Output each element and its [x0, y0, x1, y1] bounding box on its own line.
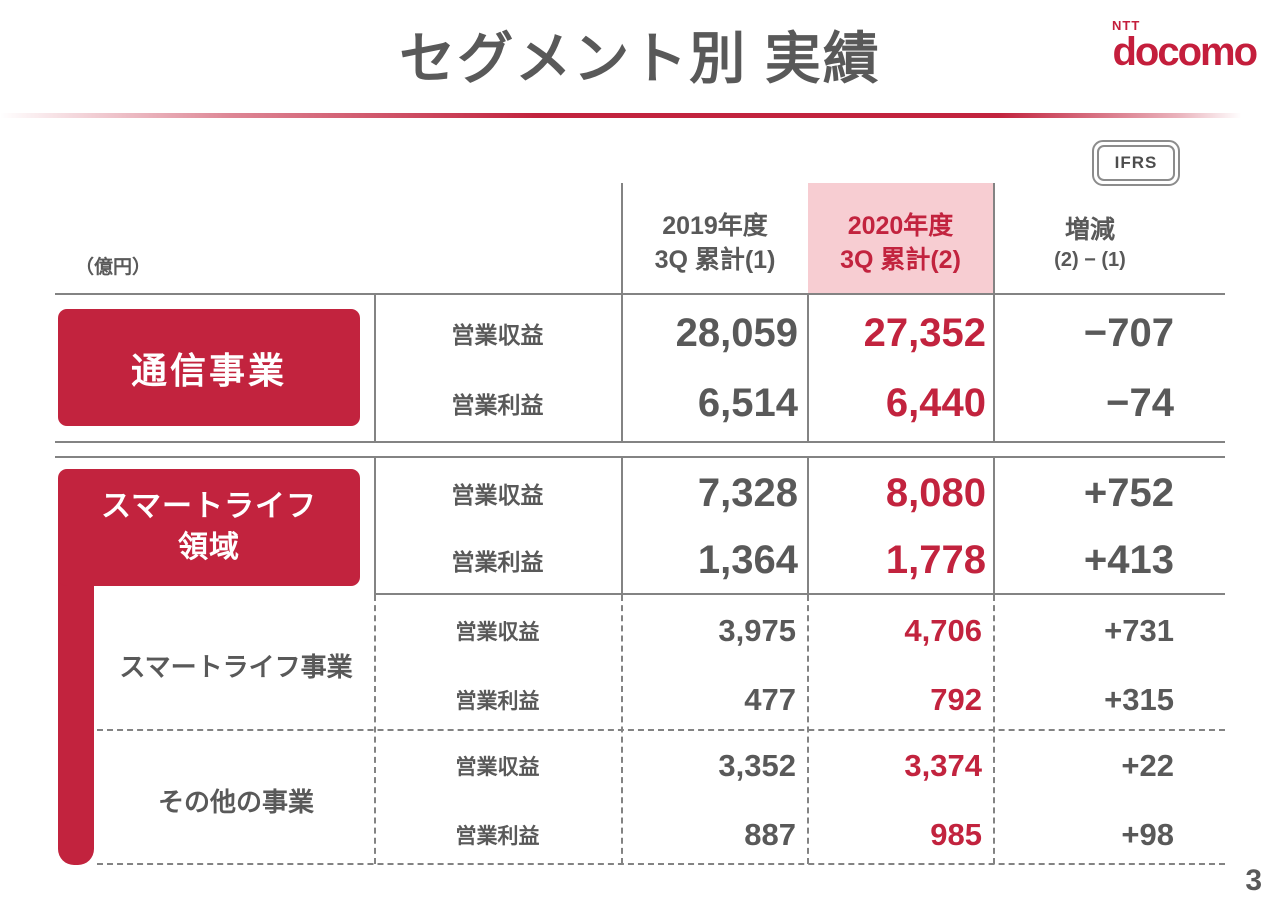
row-label: 営業利益	[455, 690, 540, 713]
row-label: 営業収益	[451, 482, 544, 508]
segment-box-smartlife: スマートライフ 領域	[58, 469, 360, 586]
value-fy2019: 28,059	[675, 310, 798, 355]
grid-line	[55, 456, 1225, 458]
row-label: 営業収益	[455, 756, 540, 779]
row-label: 営業収益	[455, 621, 540, 644]
unit-label: （億円）	[75, 257, 152, 278]
subsegment-label-smartlife-business: スマートライフ事業	[119, 651, 353, 682]
value-fy2019: 3,352	[718, 748, 796, 783]
value-fy2020: 4,706	[904, 613, 982, 648]
fy2020-header-highlight	[808, 183, 993, 293]
row-label: 営業収益	[451, 322, 544, 348]
subsegment-label-other-business: その他の事業	[157, 786, 314, 817]
grid-line	[807, 293, 809, 443]
value-fy2020: 3,374	[904, 748, 982, 783]
smartlife-bracket-bar	[58, 545, 94, 865]
grid-line	[993, 293, 995, 443]
row-label: 営業利益	[455, 825, 540, 848]
value-fy2020: 6,440	[885, 380, 986, 425]
grid-line	[55, 293, 1225, 295]
grid-line	[621, 456, 623, 595]
value-fy2020: 8,080	[885, 470, 986, 515]
row-label: 営業利益	[451, 549, 544, 575]
logo-ntt-text: NTT	[1112, 18, 1141, 33]
column-header-change: 増減 (2) − (1)	[1054, 215, 1126, 272]
logo-docomo-text: docomo	[1112, 30, 1258, 74]
value-change: +752	[1083, 470, 1174, 515]
grid-line	[374, 293, 376, 443]
grid-line-dashed	[97, 863, 1225, 865]
column-header-fy2019: 2019年度 3Q 累計(1)	[654, 212, 776, 274]
value-fy2020: 985	[930, 817, 982, 852]
value-fy2019: 7,328	[697, 470, 798, 515]
title-divider-line	[0, 113, 1280, 118]
value-fy2020: 27,352	[863, 310, 986, 355]
header-grid-line	[621, 183, 623, 293]
value-change: +22	[1121, 748, 1174, 783]
grid-line	[807, 456, 809, 595]
header-grid-line	[993, 183, 995, 293]
value-change: −74	[1106, 380, 1174, 425]
value-fy2019: 887	[744, 817, 796, 852]
ifrs-badge-label: IFRS	[1097, 145, 1175, 181]
grid-line	[621, 293, 623, 443]
page-number: 3	[1245, 864, 1262, 897]
grid-line	[374, 456, 376, 595]
grid-line	[55, 441, 1225, 443]
segment-box-telecom: 通信事業	[58, 309, 360, 426]
ifrs-badge: IFRS	[1092, 140, 1180, 186]
row-label: 営業利益	[451, 392, 544, 418]
docomo-logo: NTT docomo	[1086, 18, 1258, 82]
column-header-fy2020: 2020年度 3Q 累計(2)	[840, 212, 961, 274]
value-change: +731	[1104, 613, 1174, 648]
value-change: +413	[1083, 537, 1174, 582]
page-title: セグメント別 実績	[399, 27, 881, 90]
value-fy2019: 6,514	[697, 380, 798, 425]
grid-line	[993, 456, 995, 595]
value-fy2019: 3,975	[718, 613, 796, 648]
value-change: +98	[1121, 817, 1174, 852]
value-fy2020: 792	[930, 682, 982, 717]
value-fy2020: 1,778	[885, 537, 986, 582]
grid-line-dashed	[97, 729, 1225, 731]
value-fy2019: 477	[744, 682, 796, 717]
grid-line	[374, 593, 1225, 595]
value-fy2019: 1,364	[697, 537, 798, 582]
value-change: −707	[1083, 310, 1174, 355]
value-change: +315	[1104, 682, 1174, 717]
